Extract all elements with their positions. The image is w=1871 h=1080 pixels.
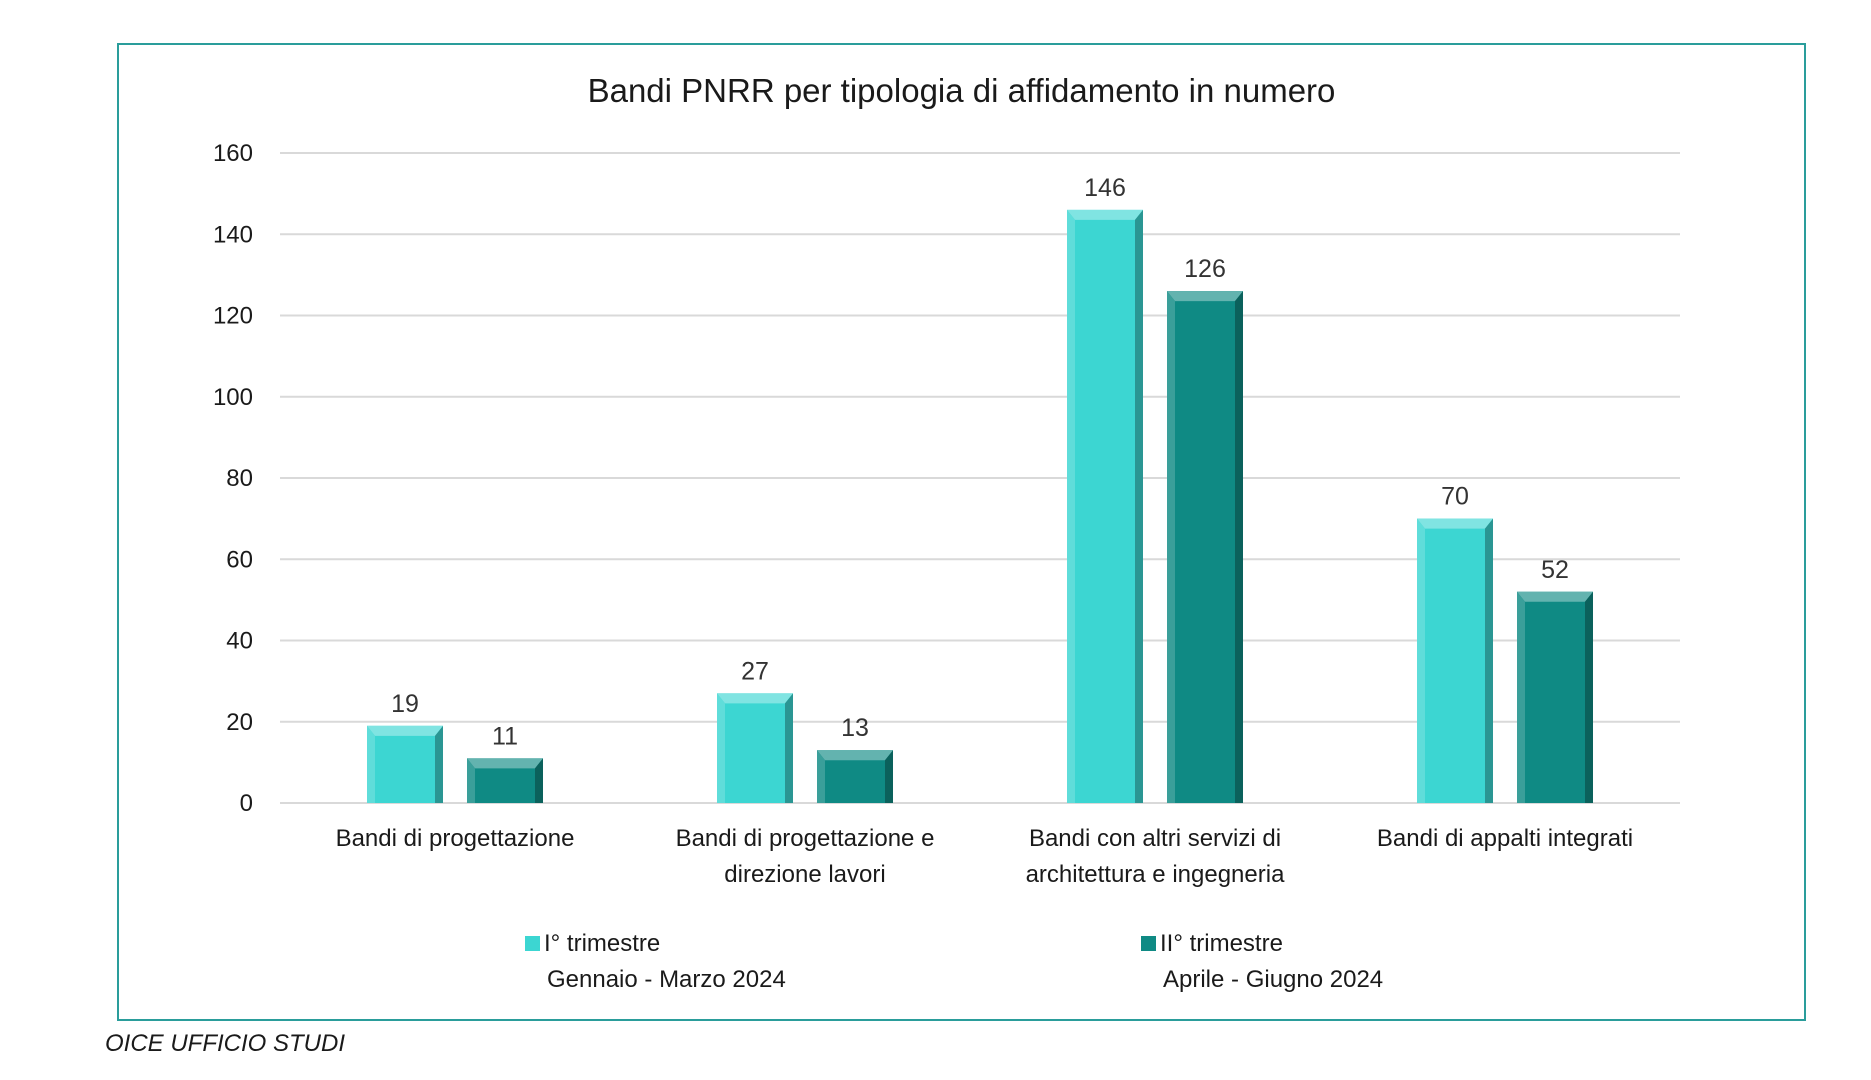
bar-bevel-top: [817, 750, 893, 761]
y-tick-label: 120: [213, 303, 253, 330]
y-tick-label: 40: [226, 628, 253, 655]
y-tick-label: 100: [213, 384, 253, 411]
y-axis-tick-labels: 0 20 40 60 80 100 120 140 160: [213, 140, 253, 817]
bar-bevel-top: [1517, 591, 1593, 602]
data-label: 13: [841, 714, 869, 742]
bar-bevel-right: [1585, 591, 1593, 803]
y-tick-label: 80: [226, 465, 253, 492]
bar-bevel-right: [435, 725, 443, 803]
legend-period-series-2: Aprile - Giugno 2024: [1163, 966, 1384, 993]
bar: [467, 758, 543, 803]
bar: [817, 750, 893, 803]
bar-body: [1067, 209, 1143, 803]
data-label: 146: [1084, 174, 1126, 202]
bar-bevel-left: [467, 758, 475, 803]
bar-bevel-left: [1417, 518, 1425, 803]
bar-bevel-right: [1135, 209, 1143, 803]
bar: [1167, 291, 1243, 803]
data-label: 11: [492, 722, 518, 750]
bar-body: [1417, 518, 1493, 803]
bar-bevel-left: [1167, 291, 1175, 803]
legend-swatch-series-1: [525, 936, 540, 951]
y-tick-label: 20: [226, 709, 253, 736]
x-axis-category-labels: Bandi di progettazione Bandi di progettaz…: [336, 825, 1634, 888]
bar-bevel-left: [717, 693, 725, 803]
bar-bevel-top: [1167, 291, 1243, 302]
bar-bevel-right: [1485, 518, 1493, 803]
bar-bevel-left: [817, 750, 825, 803]
data-labels: 19 11 27 13 146 126 70 52: [391, 174, 1569, 750]
bar-bevel-right: [885, 750, 893, 803]
bar: [1067, 209, 1143, 803]
bar-body: [367, 725, 443, 803]
bar-bevel-left: [1067, 209, 1075, 803]
bar-bevel-left: [367, 725, 375, 803]
legend-label-series-1: I° trimestre: [544, 930, 661, 957]
data-label: 27: [741, 657, 769, 685]
x-tick-label: Bandi di progettazione e: [676, 825, 935, 852]
source-note: OICE UFFICIO STUDI: [105, 1030, 345, 1057]
y-tick-label: 60: [226, 546, 253, 573]
bar-bevel-right: [535, 758, 543, 803]
x-tick-label: architettura e ingegneria: [1026, 861, 1285, 888]
bar-bevel-right: [1235, 291, 1243, 803]
bar-bevel-top: [1067, 209, 1143, 220]
bars: [367, 209, 1593, 803]
bar-bevel-top: [717, 693, 793, 704]
legend-item-series-2: II° trimestre Aprile - Giugno 2024: [1141, 926, 1383, 998]
chart-frame: [117, 43, 1806, 1021]
x-tick-label: direzione lavori: [724, 861, 885, 888]
bar-bevel-top: [467, 758, 543, 769]
bar-bevel-top: [1417, 518, 1493, 529]
x-tick-label: Bandi con altri servizi di: [1029, 825, 1281, 852]
bar-body: [1167, 291, 1243, 803]
bar: [367, 725, 443, 803]
legend-label-series-2: II° trimestre: [1160, 930, 1283, 957]
legend-period-series-1: Gennaio - Marzo 2024: [547, 966, 786, 993]
data-label: 19: [391, 690, 419, 718]
legend-swatch-series-2: [1141, 936, 1156, 951]
data-label: 70: [1441, 483, 1469, 511]
y-tick-label: 140: [213, 221, 253, 248]
bar: [1417, 518, 1493, 803]
data-label: 126: [1184, 255, 1226, 283]
chart-title: Bandi PNRR per tipologia di affidamento …: [587, 72, 1336, 109]
bar-bevel-left: [1517, 591, 1525, 803]
bar-body: [717, 693, 793, 803]
bar-bevel-right: [785, 693, 793, 803]
legend-item-series-1: I° trimestre Gennaio - Marzo 2024: [525, 926, 786, 998]
bar: [717, 693, 793, 803]
bar-bevel-top: [367, 725, 443, 736]
x-tick-label: Bandi di appalti integrati: [1377, 825, 1633, 852]
data-label: 52: [1541, 556, 1569, 584]
y-tick-label: 0: [240, 790, 253, 817]
x-tick-label: Bandi di progettazione: [336, 825, 575, 852]
bar: [1517, 591, 1593, 803]
y-tick-label: 160: [213, 140, 253, 167]
bar-body: [1517, 591, 1593, 803]
